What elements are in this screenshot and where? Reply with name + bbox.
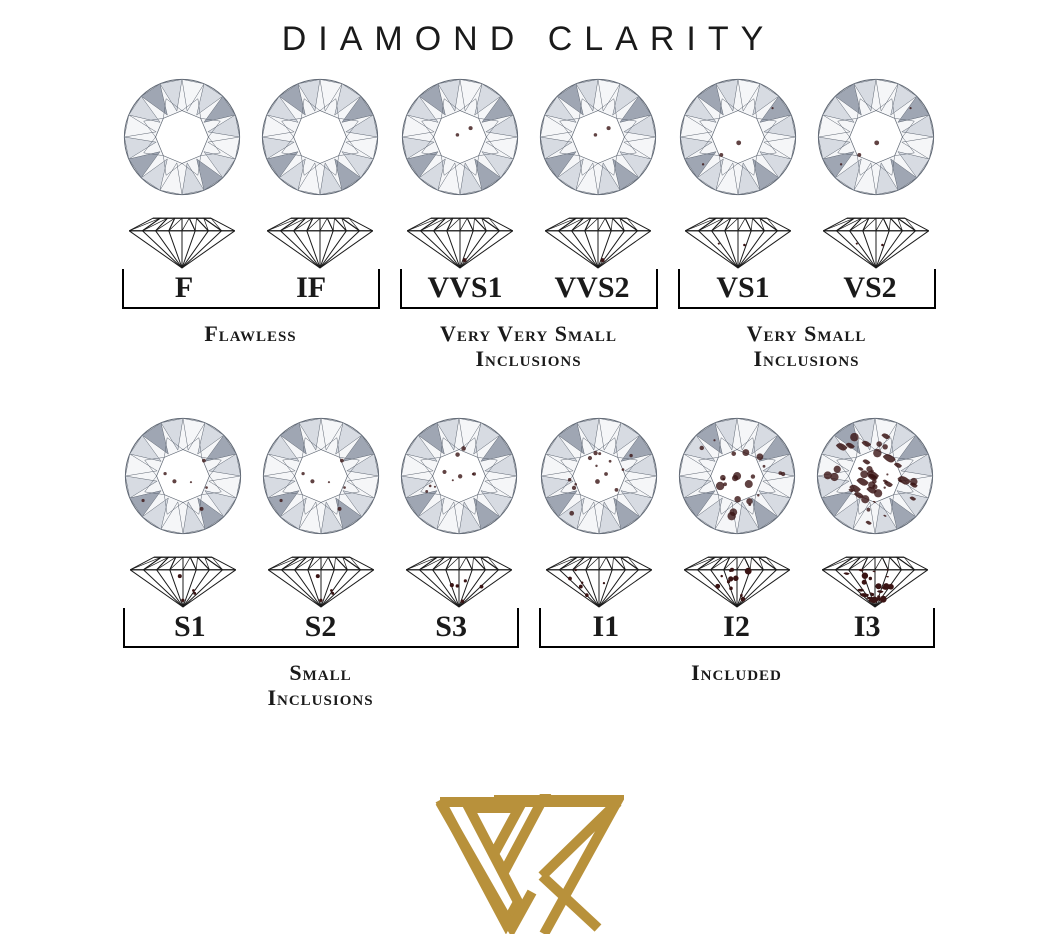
group-bracket: VS1 VS2 xyxy=(678,269,936,309)
clarity-code: F xyxy=(175,271,193,305)
diamond-side-icon xyxy=(260,211,380,271)
diamond-side-icon xyxy=(539,550,659,610)
group-label: Flawless xyxy=(204,321,296,346)
diamond-top-icon xyxy=(400,77,520,197)
diamond-side-icon xyxy=(816,211,936,271)
clarity-code: I1 xyxy=(592,610,619,644)
diamond-side-icon xyxy=(261,550,381,610)
diamond-top-icon xyxy=(816,77,936,197)
diamond-side-icon xyxy=(538,211,658,271)
diamond-top-icon xyxy=(539,416,659,536)
group-label: Included xyxy=(691,660,782,685)
group-bracket: F IF xyxy=(122,269,380,309)
diamond-top-icon xyxy=(260,77,380,197)
diamond-top-icon xyxy=(399,416,519,536)
group-label: SmallInclusions xyxy=(267,660,373,711)
clarity-code: VVS2 xyxy=(554,271,629,305)
clarity-code: S1 xyxy=(174,610,206,644)
group-bracket: VVS1 VVS2 xyxy=(400,269,658,309)
clarity-code: S2 xyxy=(305,610,337,644)
diamond-side-icon xyxy=(122,211,242,271)
clarity-code: VS1 xyxy=(716,271,769,305)
diamond-top-icon xyxy=(538,77,658,197)
diamond-side-icon xyxy=(815,550,935,610)
diamond-side-icon xyxy=(399,550,519,610)
clarity-group: F IFFlawless xyxy=(122,77,380,372)
clarity-code: I3 xyxy=(854,610,881,644)
group-label: Very Very SmallInclusions xyxy=(440,321,617,372)
diamond-side-icon xyxy=(400,211,520,271)
group-bracket: S1 S2 S3 xyxy=(123,608,519,648)
clarity-code: VVS1 xyxy=(427,271,502,305)
diamond-top-icon xyxy=(122,77,242,197)
group-label: Very SmallInclusions xyxy=(747,321,867,372)
clarity-group: I1 I2 I3 Included xyxy=(539,416,935,711)
diamond-top-icon xyxy=(678,77,798,197)
clarity-code: IF xyxy=(296,271,326,305)
diamond-side-icon xyxy=(123,550,243,610)
group-bracket: I1 I2 I3 xyxy=(539,608,935,648)
clarity-code: VS2 xyxy=(843,271,896,305)
diamond-side-icon xyxy=(677,550,797,610)
diamond-top-icon xyxy=(123,416,243,536)
diamond-top-icon xyxy=(677,416,797,536)
diamond-top-icon xyxy=(261,416,381,536)
clarity-group: VVS1 VVS2 Very Very SmallInclusions xyxy=(400,77,658,372)
clarity-code: I2 xyxy=(723,610,750,644)
diamond-side-icon xyxy=(678,211,798,271)
page-title: DIAMOND CLARITY xyxy=(0,20,1057,59)
diamond-top-icon xyxy=(815,416,935,536)
clarity-group: VS1 VS2 Very SmallInclusions xyxy=(678,77,936,372)
clarity-code: S3 xyxy=(435,610,467,644)
brand-logo xyxy=(434,794,624,934)
clarity-group: S1 S2 S3 SmallInclusions xyxy=(123,416,519,711)
clarity-chart: F IFFlawless VVS1 VVS2 Very Very SmallInclu… xyxy=(89,77,969,710)
